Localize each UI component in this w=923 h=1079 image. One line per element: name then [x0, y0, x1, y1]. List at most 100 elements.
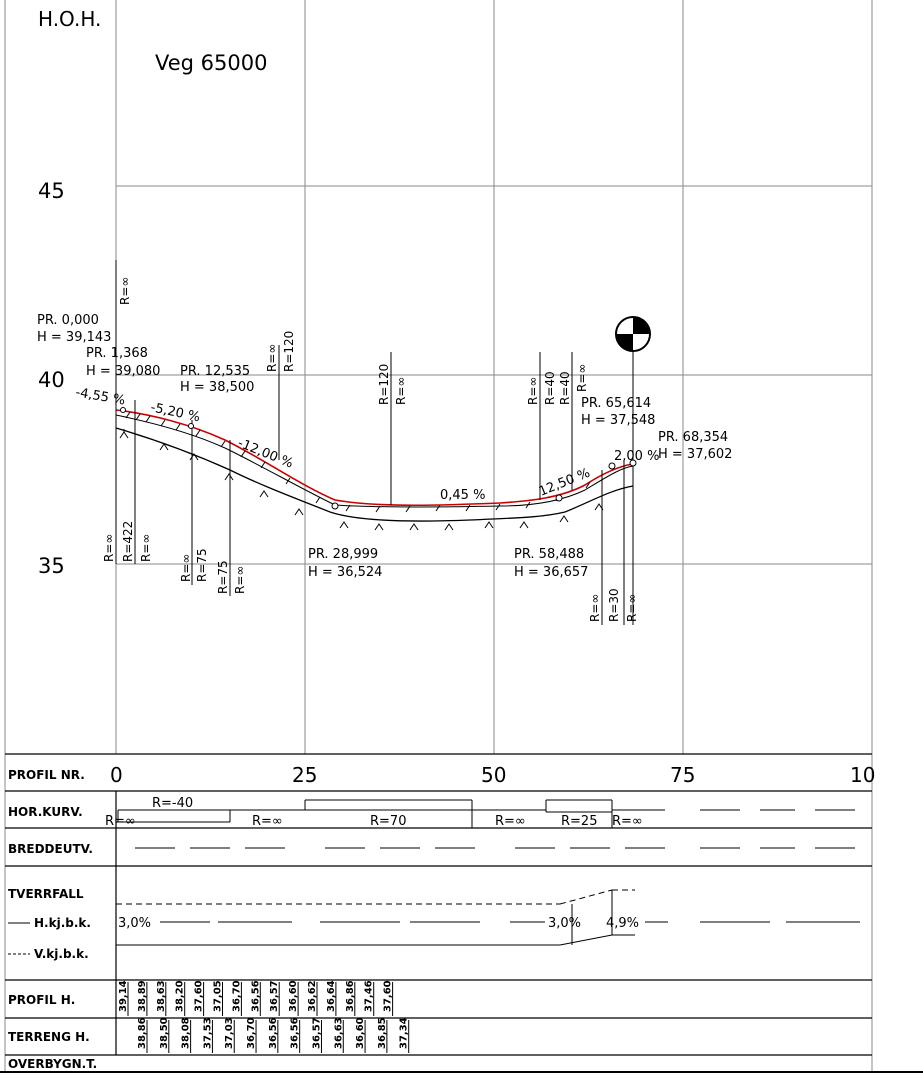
grade-label: 12,50 %: [537, 466, 592, 500]
station-tick: 50: [481, 763, 506, 787]
profil-h-label: PROFIL H.: [8, 993, 75, 1007]
height-value: 36,60: [355, 1017, 366, 1049]
pr-label: PR. 65,614: [581, 396, 651, 411]
radius-label: R=30: [607, 588, 621, 622]
curve-markers: [115, 260, 634, 625]
pr-label: PR. 1,368: [86, 346, 148, 361]
station-tick: 25: [292, 763, 317, 787]
height-value: 36,57: [311, 1017, 322, 1049]
axis-title: H.O.H.: [38, 7, 101, 31]
radius-label: R=∞: [118, 277, 132, 305]
grade-label: -12,00 %: [236, 436, 296, 472]
subgrade-hatch: [125, 411, 591, 513]
hor-kurv-value: R=∞: [612, 814, 643, 829]
height-value: 36,57: [269, 980, 280, 1012]
tverrfall-value: 4,9%: [606, 916, 639, 931]
height-value: 36,56: [268, 1017, 279, 1049]
radius-label: R=75: [216, 560, 230, 594]
height-value: 36,85: [377, 1017, 388, 1049]
h-label: H = 37,602: [658, 447, 732, 462]
height-value: 37,46: [364, 980, 375, 1012]
radius-label: R=∞: [575, 364, 589, 392]
profil-nr-label: PROFIL NR.: [8, 768, 85, 782]
height-value: 36,70: [246, 1017, 257, 1049]
elevation-label-45: 45: [38, 179, 65, 203]
grade-label: 0,45 %: [440, 488, 485, 503]
hkj-label: H.kj.b.k.: [34, 916, 91, 930]
radius-label: R=∞: [102, 534, 116, 562]
hor-kurv-value: R=-40: [152, 796, 193, 811]
radius-label: R=40: [558, 371, 572, 405]
h-label: H = 38,500: [180, 380, 254, 395]
h-label: H = 39,143: [37, 330, 111, 345]
pr-label: PR. 0,000: [37, 313, 99, 328]
terrain-line: [115, 427, 634, 522]
height-value: 38,63: [156, 980, 167, 1012]
height-value: 36,62: [307, 980, 318, 1012]
survey-marker-icon: [615, 316, 651, 455]
height-value: 37,60: [194, 980, 205, 1012]
radius-label: R=40: [543, 371, 557, 405]
hor-kurv-value: R=∞: [495, 814, 526, 829]
radius-label: R=∞: [394, 377, 408, 405]
height-value: 37,53: [202, 1017, 213, 1049]
station-tick: 75: [670, 763, 695, 787]
height-value: 38,86: [137, 1017, 148, 1049]
overbygn-label: OVERBYGN.T.: [8, 1057, 97, 1071]
height-value: 37,03: [224, 1017, 235, 1049]
h-label: H = 39,080: [86, 364, 160, 379]
height-value: 38,20: [175, 980, 186, 1012]
terreng-h-label: TERRENG H.: [8, 1030, 90, 1044]
station-tick: 10: [850, 763, 875, 787]
grid: [4, 0, 873, 1072]
height-value: 36,86: [345, 980, 356, 1012]
h-label: H = 36,524: [308, 565, 382, 580]
road-name: Veg 65000: [155, 51, 267, 75]
hor-kurv-value: R=25: [561, 814, 597, 829]
radius-label: R=422: [121, 521, 135, 562]
height-value: 37,34: [399, 1017, 410, 1049]
grade-label: 2,00 %: [614, 449, 659, 464]
profil-h-cells: 39,14 38,89 38,63 38,20 37,60 37,05 36,70 36,56…: [118, 980, 394, 1016]
height-value: 38,50: [159, 1017, 170, 1049]
breddeutv-label: BREDDEUTV.: [8, 842, 93, 856]
profile-nodes: [120, 407, 637, 510]
radius-label: R=75: [195, 548, 209, 582]
band-table: [0, 753, 923, 1073]
radius-label: R=120: [282, 331, 296, 372]
tverrfall-label: TVERRFALL: [8, 887, 84, 901]
height-value: 37,05: [213, 980, 224, 1012]
radius-label: R=∞: [265, 344, 279, 372]
height-value: 39,14: [118, 980, 129, 1012]
tverrfall-graphic: [115, 889, 860, 946]
height-value: 37,60: [383, 980, 394, 1012]
subgrade-line: [115, 414, 634, 508]
curve-radius-labels: R=∞ R=∞ R=422 R=∞ R=∞ R=75 R=75 R=∞ R=∞ …: [102, 277, 639, 622]
radius-label: R=∞: [588, 594, 602, 622]
height-value: 36,70: [231, 980, 242, 1012]
h-label: H = 37,548: [581, 413, 655, 428]
pr-label: PR. 58,488: [514, 547, 584, 562]
hor-kurv-graphic: [117, 799, 855, 828]
grade-label: -4,55 %: [74, 385, 126, 408]
height-value: 36,64: [326, 980, 337, 1012]
elevation-label-35: 35: [38, 554, 65, 578]
height-value: 36,56: [250, 980, 261, 1012]
terrain-symbols: [119, 429, 604, 531]
hor-kurv-value: R=∞: [105, 814, 136, 829]
station-tick: 0: [110, 763, 123, 787]
height-value: 36,63: [333, 1017, 344, 1049]
tverrfall-value: 3,0%: [548, 916, 581, 931]
hor-kurv-value: R=∞: [252, 814, 283, 829]
radius-label: R=∞: [526, 377, 540, 405]
pr-label: PR. 68,354: [658, 430, 728, 445]
vkj-label: V.kj.b.k.: [34, 947, 89, 961]
radius-label: R=∞: [139, 534, 153, 562]
hor-kurv-value: R=70: [370, 814, 406, 829]
height-value: 36,56: [290, 1017, 301, 1049]
tverrfall-value: 3,0%: [118, 916, 151, 931]
terreng-h-cells: 38,86 38,50 38,08 37,53 37,03 36,70 36,56 36,56…: [137, 1017, 410, 1053]
pr-label: PR. 28,999: [308, 547, 378, 562]
height-value: 38,89: [137, 980, 148, 1012]
